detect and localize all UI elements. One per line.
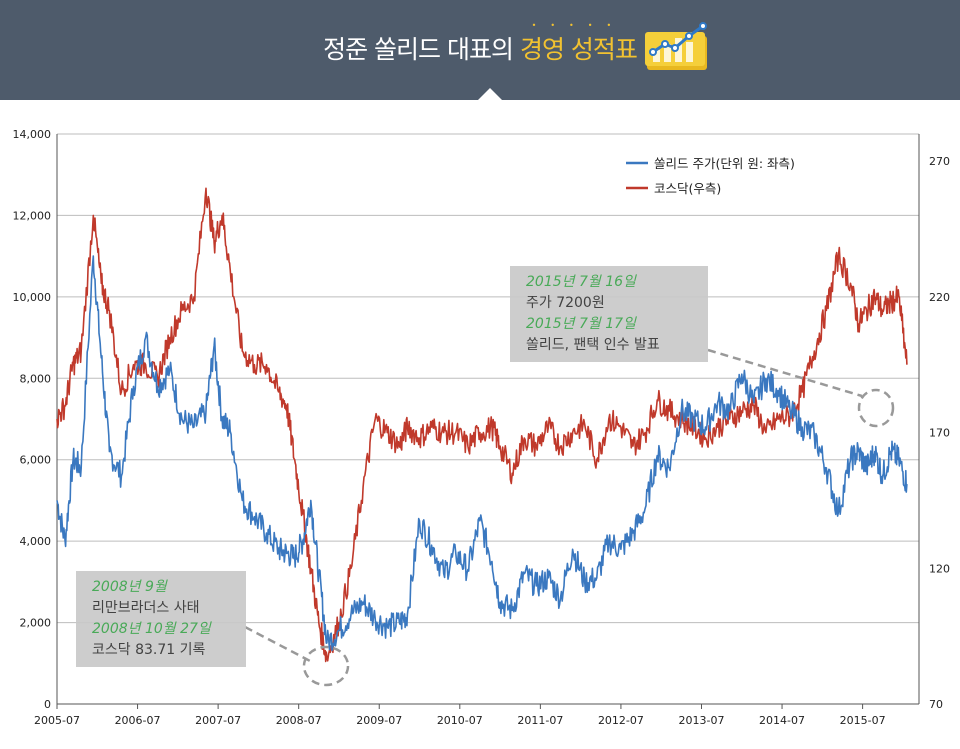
header-banner: [0, 0, 960, 100]
x-tick-label: 2009-07: [356, 714, 402, 727]
callout-line-2008: [244, 625, 313, 664]
axes: 0 2,000 4,000 6,000 8,000 10,000 12,000 14,000 7…: [13, 128, 951, 727]
series-layer: [56, 187, 908, 663]
annotation-2015-line3: 2015년 7월 17일: [526, 316, 636, 332]
annotation-2008: 2008년 9월 리만브라더스 사태 2008년 10월 27일 코스닥 83.…: [76, 571, 246, 667]
annotation-2015: 2015년 7월 16일 주가 7200원 2015년 7월 17일 쏠리드, …: [510, 266, 708, 362]
y-left-tick-label: 6,000: [20, 454, 52, 467]
y-right-tick-label: 270: [929, 155, 950, 168]
y-right-tick-label: 220: [929, 291, 950, 304]
x-tick-label: 2013-07: [679, 714, 725, 727]
x-tick-label: 2015-07: [840, 714, 886, 727]
x-tick-label: 2012-07: [598, 714, 644, 727]
y-left-tick-label: 12,000: [13, 209, 52, 222]
annotation-2008-line4: 코스닥 83.71 기록: [92, 642, 206, 658]
page-title: 정준 쏠리드 대표의 ••••• 경영 성적표: [0, 21, 960, 66]
title-highlight-text: 경영 성적표: [519, 35, 638, 64]
series-line-kosdaq: [56, 187, 908, 663]
title-highlight: ••••• 경영 성적표: [519, 21, 638, 64]
annotation-2008-line1: 2008년 9월: [92, 579, 167, 595]
y-left-tick-label: 8,000: [20, 372, 52, 385]
annotation-2015-line1: 2015년 7월 16일: [526, 274, 636, 290]
callout-lines: [244, 348, 895, 687]
y-left-tick-label: 2,000: [20, 617, 52, 630]
series-line-solid: [56, 255, 908, 652]
x-tick-label: 2005-07: [34, 714, 80, 727]
annotation-2008-line3: 2008년 10월 27일: [92, 621, 211, 637]
x-tick-label: 2007-07: [195, 714, 241, 727]
y-right-tick-label: 170: [929, 427, 950, 440]
chart-badge-icon: [645, 22, 707, 70]
x-tick-label: 2010-07: [437, 714, 483, 727]
y-left-tick-label: 10,000: [13, 291, 52, 304]
x-tick-label: 2014-07: [759, 714, 805, 727]
annotation-2015-line4: 쏠리드, 팬택 인수 발표: [526, 337, 660, 353]
annotation-2008-line2: 리만브라더스 사태: [92, 600, 200, 616]
legend: 쏠리드 주가(단위 원: 좌측) 코스닥(우측): [626, 156, 795, 196]
legend-label-kosdaq: 코스닥(우측): [654, 181, 721, 196]
y-right-tick-label: 70: [929, 698, 943, 711]
annotation-2015-line2: 주가 7200원: [526, 295, 605, 311]
callout-line-2015: [707, 348, 863, 398]
y-left-tick-label: 4,000: [20, 535, 52, 548]
y-right-tick-label: 120: [929, 562, 950, 575]
y-left-tick-label: 0: [44, 698, 51, 711]
legend-label-solid: 쏠리드 주가(단위 원: 좌측): [654, 156, 795, 171]
chart: 0 2,000 4,000 6,000 8,000 10,000 12,000 14,000 7…: [13, 128, 951, 727]
x-tick-label: 2006-07: [115, 714, 161, 727]
callout-ring-2015: [857, 388, 895, 428]
y-left-tick-label: 14,000: [13, 128, 52, 141]
x-tick-label: 2011-07: [517, 714, 563, 727]
banner-notch: [478, 88, 502, 100]
emphasis-dots: •••••: [531, 21, 626, 30]
callout-ring-2008: [302, 645, 350, 687]
x-tick-label: 2008-07: [276, 714, 322, 727]
title-main: 정준 쏠리드 대표의: [323, 35, 520, 64]
